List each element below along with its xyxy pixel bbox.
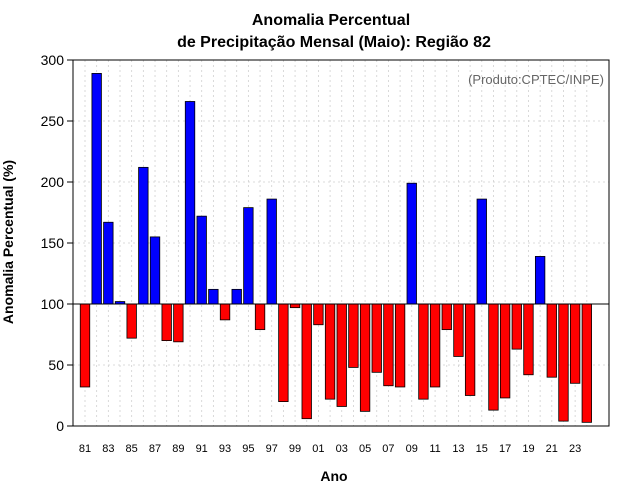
x-tick-label: 13: [452, 443, 464, 455]
bar-00: [301, 303, 312, 420]
bar-23: [569, 303, 581, 384]
bar-92: [208, 288, 219, 305]
bar-10: [418, 303, 429, 400]
bar-99: [289, 303, 301, 309]
bar-98: [278, 303, 289, 402]
y-tick-label: 100: [41, 296, 65, 312]
x-tick-label: 17: [499, 443, 511, 455]
bar-08: [394, 303, 406, 388]
bar-91: [196, 215, 207, 305]
y-tick-label: 50: [48, 357, 64, 373]
bar-14: [464, 303, 476, 396]
x-tick-label: 97: [266, 443, 278, 455]
chart-title-line1: Anomalia Percentual: [252, 12, 410, 29]
bar-02: [324, 303, 336, 400]
bar-20: [534, 256, 546, 305]
bar-95: [243, 207, 254, 305]
x-tick-label: 99: [289, 443, 301, 455]
y-tick-label: 200: [41, 174, 65, 190]
bar-90: [184, 101, 196, 305]
bar-88: [161, 303, 172, 341]
bar-83: [103, 221, 114, 305]
x-tick-label: 83: [102, 443, 114, 455]
y-axis-label: Anomalia Percentual (%): [0, 160, 16, 324]
bar-15: [476, 198, 487, 305]
bar-09: [406, 182, 417, 305]
bar-86: [138, 166, 149, 305]
bar-22: [558, 303, 569, 422]
bar-96: [254, 303, 266, 331]
bar-03: [336, 303, 347, 407]
x-tick-label: 11: [429, 443, 440, 455]
bar-01: [313, 303, 324, 326]
bar-19: [523, 303, 534, 376]
x-tick-label: 07: [382, 443, 394, 455]
x-tick-label: 81: [79, 443, 91, 455]
bar-11: [429, 303, 441, 388]
bar-18: [511, 303, 522, 350]
y-tick-label: 250: [41, 113, 65, 129]
x-tick-label: 05: [359, 443, 371, 455]
x-tick-label: 09: [406, 443, 418, 455]
x-axis-label: Ano: [320, 468, 347, 484]
bar-97: [266, 198, 277, 305]
x-tick-label: 23: [569, 443, 581, 455]
bar-07: [383, 303, 394, 387]
bar-13: [453, 303, 464, 357]
bar-06: [371, 303, 382, 373]
bar-16: [488, 303, 499, 411]
y-tick-label: 0: [56, 418, 64, 434]
x-tick-label: 01: [312, 443, 324, 455]
y-tick-label: 300: [41, 52, 65, 68]
bar-12: [441, 303, 452, 331]
x-tick-label: 93: [219, 443, 231, 455]
x-tick-label: 15: [476, 443, 488, 455]
x-tick-label: 87: [149, 443, 161, 455]
x-tick-label: 85: [126, 443, 138, 455]
x-tick-label: 95: [242, 443, 254, 455]
bar-87: [149, 236, 161, 305]
bar-05: [359, 303, 371, 412]
x-tick-label: 91: [196, 443, 208, 455]
x-tick-label: 89: [172, 443, 184, 455]
bar-89: [173, 303, 184, 343]
bar-81: [79, 303, 91, 388]
bar-85: [126, 303, 137, 339]
bar-94: [231, 288, 242, 305]
bar-93: [219, 303, 231, 321]
bar-82: [91, 73, 102, 305]
x-tick-label: 19: [522, 443, 534, 455]
x-tick-label: 21: [546, 443, 558, 455]
bar-04: [348, 303, 359, 368]
y-tick-label: 150: [41, 235, 65, 251]
bar-24: [581, 303, 592, 423]
bar-21: [546, 303, 557, 378]
bar-17: [499, 303, 511, 399]
x-tick-label: 03: [336, 443, 348, 455]
source-note: (Produto:CPTEC/INPE): [468, 72, 604, 87]
chart-title-line2: de Precipitação Mensal (Maio): Região 82: [177, 34, 491, 51]
